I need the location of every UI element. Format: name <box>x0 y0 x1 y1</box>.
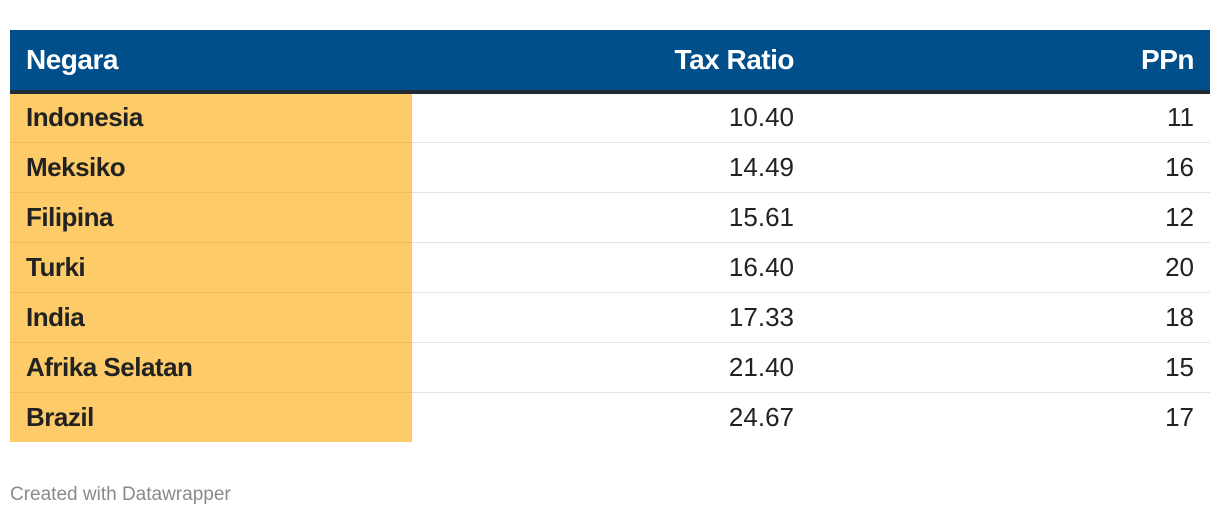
cell-ppn: 11 <box>810 92 1210 143</box>
table-row: Filipina 15.61 12 <box>10 192 1210 243</box>
cell-tax-ratio: 15.61 <box>412 192 810 243</box>
cell-ppn: 12 <box>810 192 1210 243</box>
cell-negara: Indonesia <box>10 92 412 143</box>
cell-negara: Meksiko <box>10 142 412 193</box>
cell-negara: Afrika Selatan <box>10 342 412 393</box>
cell-ppn: 17 <box>1165 401 1194 432</box>
cell-negara: India <box>10 292 412 343</box>
cell-ppn: 15 <box>810 342 1210 393</box>
cell-ppn: 16 <box>810 142 1210 193</box>
cell-tax-ratio: 21.40 <box>412 342 810 393</box>
data-table: Negara Tax Ratio PPn Indonesia 10.40 11 … <box>10 30 1210 442</box>
cell-ppn: 18 <box>810 292 1210 343</box>
table-row: Turki 16.40 20 <box>10 242 1210 293</box>
cell-tax-ratio: 10.40 <box>412 92 810 143</box>
cell-tax-ratio: 24.67 <box>728 401 794 432</box>
table-row: Brazil 24.67 17 <box>10 392 1210 442</box>
cell-negara: Filipina <box>10 192 412 243</box>
cell-tax-ratio: 14.49 <box>412 142 810 193</box>
table-container: Negara Tax Ratio PPn Indonesia 10.40 11 … <box>10 30 1210 442</box>
cell-tax-ratio: 16.40 <box>412 242 810 293</box>
table-row: Meksiko 14.49 16 <box>10 142 1210 193</box>
table-header: Negara Tax Ratio PPn <box>10 30 1210 94</box>
cell-tax-ratio: 17.33 <box>412 292 810 343</box>
header-row: Negara Tax Ratio PPn <box>10 30 1210 94</box>
column-header-ppn[interactable]: PPn <box>810 30 1210 94</box>
table-row: India 17.33 18 <box>10 292 1210 343</box>
cell-negara: Brazil <box>10 392 412 442</box>
cell-negara: Turki <box>10 242 412 293</box>
column-header-tax-ratio[interactable]: Tax Ratio <box>412 30 810 94</box>
column-header-negara[interactable]: Negara <box>10 30 412 94</box>
table-body: Indonesia 10.40 11 Meksiko 14.49 16 Fili… <box>10 92 1210 442</box>
table-row: Afrika Selatan 21.40 15 <box>10 342 1210 393</box>
datawrapper-credit: Created with Datawrapper <box>10 484 231 505</box>
cell-ppn: 20 <box>810 242 1210 293</box>
table-row: Indonesia 10.40 11 <box>10 92 1210 143</box>
